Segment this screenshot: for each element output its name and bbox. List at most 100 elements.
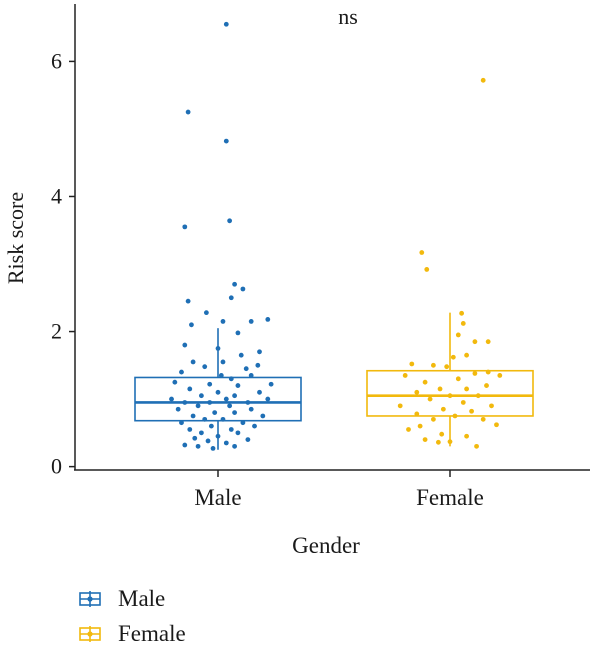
data-point [464,352,469,358]
data-point [240,286,246,292]
x-axis-title: Gender [292,533,360,558]
data-point [485,339,491,345]
data-point [172,379,178,385]
data-point [248,406,254,412]
data-point [185,298,191,304]
legend-label-male: Male [118,586,165,611]
data-point [255,362,261,368]
legend-item-male: Male [79,586,165,611]
data-point [169,396,174,402]
data-point [414,411,420,417]
data-point [260,413,266,419]
data-point [455,332,461,338]
data-point [245,400,251,405]
data-point [444,364,450,370]
data-point [238,352,244,358]
data-point [187,427,193,432]
x-tick-label-female: Female [416,485,484,510]
data-point [232,393,238,399]
data-point [179,369,184,375]
data-point [232,410,238,415]
data-point [208,423,214,429]
data-point [199,393,204,399]
data-point [472,339,478,345]
data-point [220,416,226,422]
data-point [419,250,425,255]
data-point [227,403,233,409]
data-point [414,389,420,395]
data-point [252,423,257,429]
data-point [464,386,469,392]
data-point [406,427,411,432]
data-point [220,319,226,324]
data-point [235,430,241,436]
data-point [243,366,249,372]
data-point [460,400,466,405]
series-female [366,77,534,449]
data-point [179,420,184,426]
data-point [257,349,262,355]
data-point [210,445,216,451]
data-point [218,373,224,378]
data-point [440,406,446,412]
data-point [195,403,201,409]
data-point [472,371,478,376]
data-point [235,330,241,336]
data-point [215,389,221,395]
data-point [228,295,234,301]
data-point [474,443,479,449]
data-point [265,316,271,322]
legend-key-female-box-icon [79,626,101,642]
data-point [424,267,430,272]
data-point [475,393,481,399]
box-iqr [134,376,302,422]
data-point [235,383,241,388]
y-tick-label: 0 [51,454,62,479]
data-point [447,439,453,445]
data-point [480,77,486,83]
data-point [268,381,274,387]
x-tick-label-male: Male [194,485,241,510]
data-point [215,433,221,439]
data-point [257,389,262,395]
legend-key-male-box-icon [79,591,101,607]
data-point [427,396,433,402]
data-point [182,400,188,405]
legend: Male Female [79,586,186,646]
data-point [480,416,486,422]
legend-label-female: Female [118,621,186,646]
data-point [215,346,221,351]
data-point [190,413,196,419]
data-point [245,437,251,443]
data-point [240,420,246,426]
data-point [182,342,188,348]
data-point [455,376,461,382]
data-point [452,413,458,419]
y-tick-label: 4 [51,183,62,208]
box-iqr [366,369,534,417]
data-point [175,406,181,412]
data-point [223,440,229,446]
data-point [464,433,469,439]
legend-item-female: Female [79,621,186,646]
data-point [192,435,198,441]
data-point [232,281,238,287]
data-point [185,109,191,115]
data-point [223,21,229,27]
data-point [439,431,445,437]
data-point [422,437,428,443]
data-point [190,359,196,365]
data-point [435,439,441,445]
data-point [182,224,188,230]
data-point [469,408,474,414]
data-point [460,321,466,326]
data-point [223,396,229,402]
data-point [417,423,423,429]
data-point [212,410,218,415]
data-point [402,373,408,378]
series-male [134,21,302,451]
data-point [431,416,436,422]
data-point [484,383,489,388]
data-point [431,362,436,368]
